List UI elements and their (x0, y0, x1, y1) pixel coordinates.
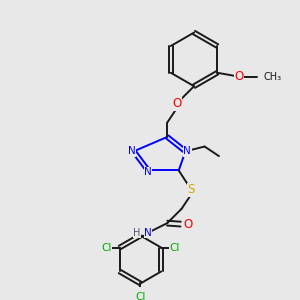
Text: Cl: Cl (169, 243, 180, 253)
Text: O: O (172, 97, 182, 110)
Text: H: H (133, 228, 140, 238)
Text: N: N (184, 146, 191, 156)
Text: Cl: Cl (101, 243, 112, 253)
Text: O: O (184, 218, 193, 231)
Text: CH₃: CH₃ (263, 72, 281, 82)
Text: N: N (144, 228, 152, 238)
Text: N: N (144, 167, 152, 177)
Text: N: N (128, 146, 136, 156)
Text: Cl: Cl (135, 292, 146, 300)
Text: S: S (188, 183, 195, 196)
Text: O: O (234, 70, 244, 83)
